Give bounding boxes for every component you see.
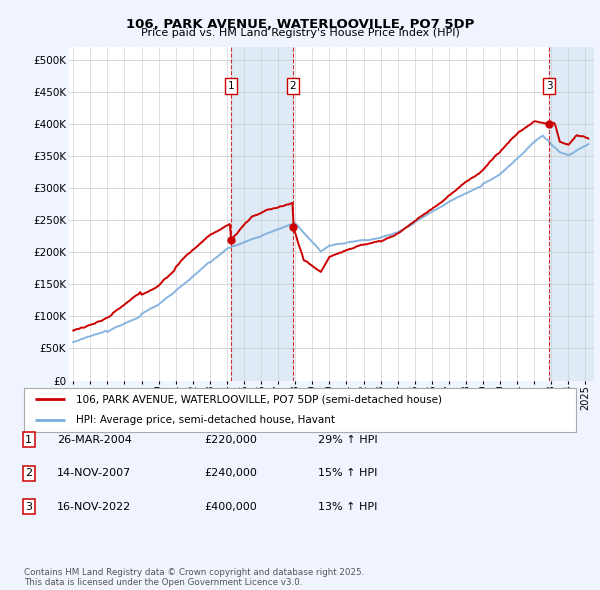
Text: 29% ↑ HPI: 29% ↑ HPI <box>318 435 377 444</box>
Text: 26-MAR-2004: 26-MAR-2004 <box>57 435 132 444</box>
Text: £400,000: £400,000 <box>204 502 257 512</box>
Text: 3: 3 <box>546 81 553 91</box>
Bar <box>231 47 293 381</box>
Text: 1: 1 <box>25 435 32 444</box>
Text: HPI: Average price, semi-detached house, Havant: HPI: Average price, semi-detached house,… <box>76 415 335 425</box>
Text: Contains HM Land Registry data © Crown copyright and database right 2025.
This d: Contains HM Land Registry data © Crown c… <box>24 568 364 587</box>
Text: £220,000: £220,000 <box>204 435 257 444</box>
Text: 2: 2 <box>290 81 296 91</box>
Text: 14-NOV-2007: 14-NOV-2007 <box>57 468 131 478</box>
Text: 16-NOV-2022: 16-NOV-2022 <box>57 502 131 512</box>
Text: £240,000: £240,000 <box>204 468 257 478</box>
Text: 106, PARK AVENUE, WATERLOOVILLE, PO7 5DP: 106, PARK AVENUE, WATERLOOVILLE, PO7 5DP <box>126 18 474 31</box>
Text: 106, PARK AVENUE, WATERLOOVILLE, PO7 5DP (semi-detached house): 106, PARK AVENUE, WATERLOOVILLE, PO7 5DP… <box>76 394 442 404</box>
Text: 15% ↑ HPI: 15% ↑ HPI <box>318 468 377 478</box>
Text: 13% ↑ HPI: 13% ↑ HPI <box>318 502 377 512</box>
Text: 1: 1 <box>227 81 234 91</box>
Text: Price paid vs. HM Land Registry's House Price Index (HPI): Price paid vs. HM Land Registry's House … <box>140 28 460 38</box>
Bar <box>549 47 594 381</box>
Text: 2: 2 <box>25 468 32 478</box>
Text: 3: 3 <box>25 502 32 512</box>
